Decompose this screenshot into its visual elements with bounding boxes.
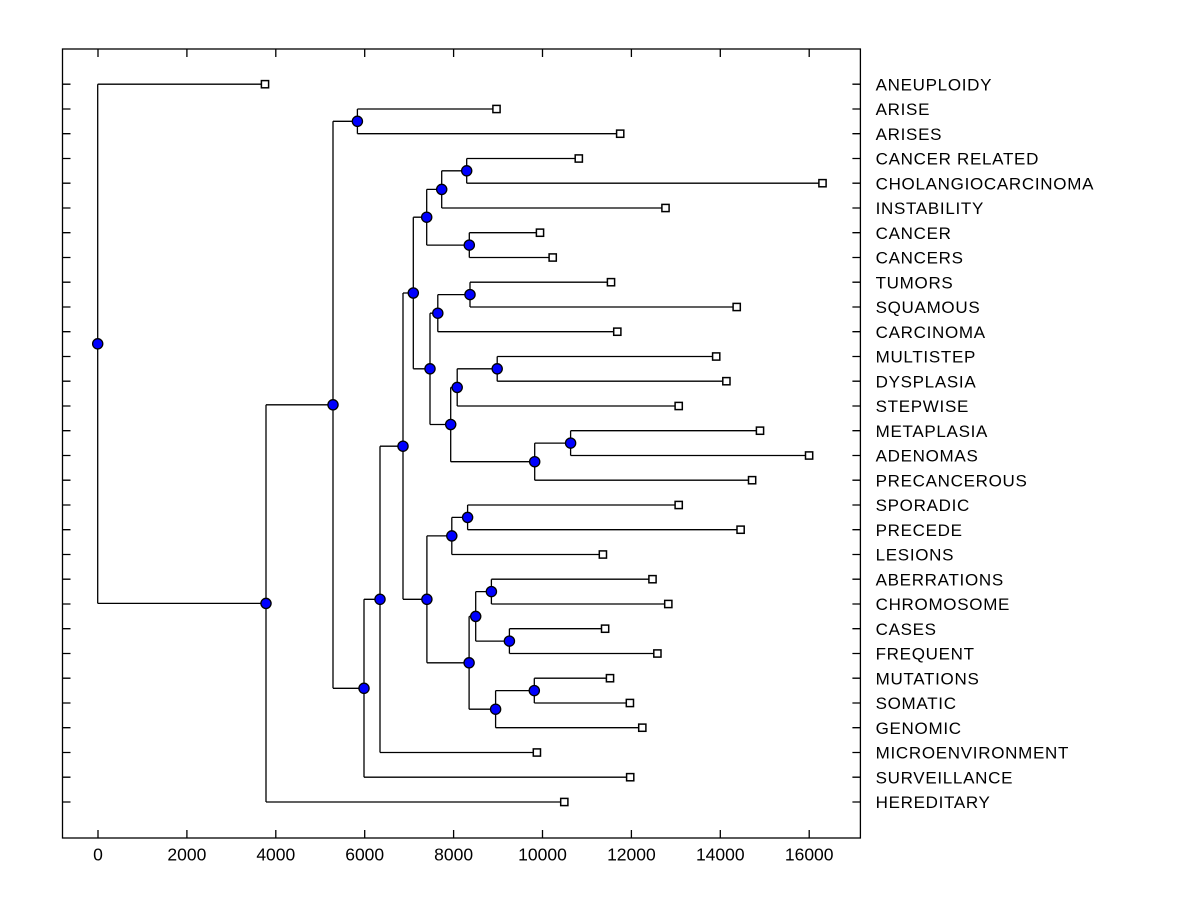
svg-text:ANEUPLOIDY: ANEUPLOIDY bbox=[876, 75, 993, 94]
svg-text:DYSPLASIA: DYSPLASIA bbox=[876, 372, 977, 391]
svg-text:2000: 2000 bbox=[167, 845, 206, 865]
svg-text:6000: 6000 bbox=[345, 845, 384, 865]
svg-text:CARCINOMA: CARCINOMA bbox=[876, 323, 986, 342]
svg-text:METAPLASIA: METAPLASIA bbox=[876, 422, 989, 441]
svg-text:14000: 14000 bbox=[696, 845, 745, 865]
svg-text:ADENOMAS: ADENOMAS bbox=[876, 447, 979, 466]
svg-text:ARISES: ARISES bbox=[876, 125, 943, 144]
svg-text:LESIONS: LESIONS bbox=[876, 546, 955, 565]
svg-text:PRECANCEROUS: PRECANCEROUS bbox=[876, 471, 1028, 490]
svg-text:HEREDITARY: HEREDITARY bbox=[876, 793, 991, 812]
svg-text:4000: 4000 bbox=[256, 845, 295, 865]
svg-text:12000: 12000 bbox=[607, 845, 656, 865]
svg-text:SURVEILLANCE: SURVEILLANCE bbox=[876, 768, 1014, 787]
svg-text:MUTATIONS: MUTATIONS bbox=[876, 669, 980, 688]
svg-text:SOMATIC: SOMATIC bbox=[876, 694, 957, 713]
svg-text:CANCER: CANCER bbox=[876, 224, 952, 243]
svg-text:FREQUENT: FREQUENT bbox=[876, 645, 975, 664]
svg-text:CANCER RELATED: CANCER RELATED bbox=[876, 150, 1039, 169]
svg-text:ARISE: ARISE bbox=[876, 100, 931, 119]
svg-text:CHROMOSOME: CHROMOSOME bbox=[876, 595, 1011, 614]
svg-text:CHOLANGIOCARCINOMA: CHOLANGIOCARCINOMA bbox=[876, 174, 1095, 193]
svg-text:GENOMIC: GENOMIC bbox=[876, 719, 962, 738]
svg-text:STEPWISE: STEPWISE bbox=[876, 397, 969, 416]
svg-text:MULTISTEP: MULTISTEP bbox=[876, 348, 976, 367]
svg-text:SQUAMOUS: SQUAMOUS bbox=[876, 298, 981, 317]
svg-text:CASES: CASES bbox=[876, 620, 937, 639]
svg-text:MICROENVIRONMENT: MICROENVIRONMENT bbox=[876, 744, 1069, 763]
svg-text:PRECEDE: PRECEDE bbox=[876, 521, 963, 540]
svg-text:ABERRATIONS: ABERRATIONS bbox=[876, 570, 1004, 589]
svg-text:10000: 10000 bbox=[518, 845, 567, 865]
svg-text:16000: 16000 bbox=[785, 845, 834, 865]
svg-text:0: 0 bbox=[93, 845, 103, 865]
svg-text:SPORADIC: SPORADIC bbox=[876, 496, 970, 515]
svg-text:8000: 8000 bbox=[434, 845, 473, 865]
svg-text:TUMORS: TUMORS bbox=[876, 273, 954, 292]
svg-text:INSTABILITY: INSTABILITY bbox=[876, 199, 984, 218]
svg-text:CANCERS: CANCERS bbox=[876, 249, 964, 268]
